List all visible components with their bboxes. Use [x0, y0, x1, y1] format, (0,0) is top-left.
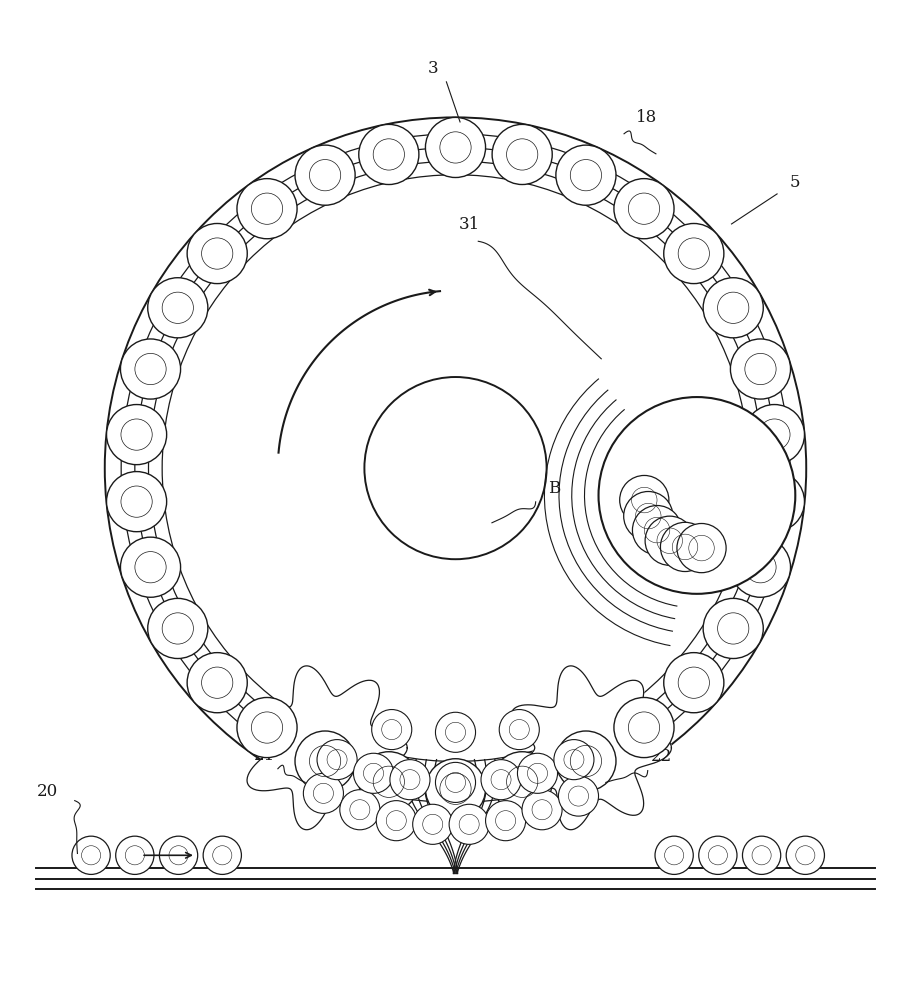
Circle shape — [619, 475, 669, 525]
Circle shape — [372, 710, 412, 750]
Circle shape — [148, 278, 208, 338]
Circle shape — [703, 278, 763, 338]
Circle shape — [435, 712, 476, 752]
Circle shape — [660, 522, 710, 572]
Circle shape — [295, 145, 355, 205]
Circle shape — [558, 776, 599, 816]
Circle shape — [517, 753, 558, 793]
Circle shape — [492, 124, 552, 185]
Circle shape — [120, 537, 180, 597]
Circle shape — [522, 790, 562, 830]
Text: B: B — [548, 480, 560, 497]
Circle shape — [492, 752, 552, 812]
Circle shape — [786, 836, 824, 874]
Text: 20: 20 — [36, 783, 58, 800]
Circle shape — [554, 740, 594, 780]
Circle shape — [449, 804, 489, 844]
Circle shape — [187, 223, 247, 284]
Circle shape — [72, 836, 110, 874]
Circle shape — [295, 731, 355, 791]
Circle shape — [107, 472, 167, 532]
Circle shape — [107, 405, 167, 465]
Circle shape — [731, 537, 791, 597]
Circle shape — [237, 697, 297, 758]
Text: 18: 18 — [636, 109, 658, 126]
Circle shape — [731, 339, 791, 399]
Text: 3: 3 — [427, 60, 438, 77]
Circle shape — [237, 179, 297, 239]
Circle shape — [677, 523, 726, 573]
Circle shape — [390, 760, 430, 800]
Circle shape — [203, 836, 241, 874]
Circle shape — [699, 836, 737, 874]
Circle shape — [359, 124, 419, 185]
Circle shape — [624, 491, 673, 541]
Circle shape — [556, 731, 616, 791]
Circle shape — [340, 790, 380, 830]
Circle shape — [359, 752, 419, 812]
Circle shape — [481, 760, 521, 800]
Circle shape — [425, 759, 486, 819]
Text: 22: 22 — [650, 748, 672, 765]
Circle shape — [317, 740, 357, 780]
Circle shape — [159, 836, 198, 874]
Circle shape — [664, 653, 724, 713]
Circle shape — [742, 836, 781, 874]
Circle shape — [499, 710, 539, 750]
Circle shape — [599, 397, 795, 594]
Circle shape — [703, 598, 763, 659]
Circle shape — [614, 179, 674, 239]
Text: 5: 5 — [790, 174, 801, 191]
Circle shape — [120, 339, 180, 399]
Circle shape — [744, 405, 804, 465]
Text: 31: 31 — [458, 216, 480, 233]
Circle shape — [303, 773, 343, 813]
Circle shape — [187, 653, 247, 713]
Circle shape — [744, 472, 804, 532]
Circle shape — [632, 506, 681, 555]
Circle shape — [413, 804, 453, 844]
Circle shape — [645, 516, 694, 565]
Circle shape — [116, 836, 154, 874]
Circle shape — [556, 145, 616, 205]
Polygon shape — [247, 666, 407, 830]
Circle shape — [148, 598, 208, 659]
Circle shape — [435, 762, 476, 802]
Circle shape — [655, 836, 693, 874]
Circle shape — [614, 697, 674, 758]
Circle shape — [353, 753, 394, 793]
Circle shape — [376, 801, 416, 841]
Circle shape — [486, 801, 526, 841]
Circle shape — [664, 223, 724, 284]
Text: 21: 21 — [253, 747, 275, 764]
Polygon shape — [511, 666, 671, 830]
Circle shape — [425, 117, 486, 178]
